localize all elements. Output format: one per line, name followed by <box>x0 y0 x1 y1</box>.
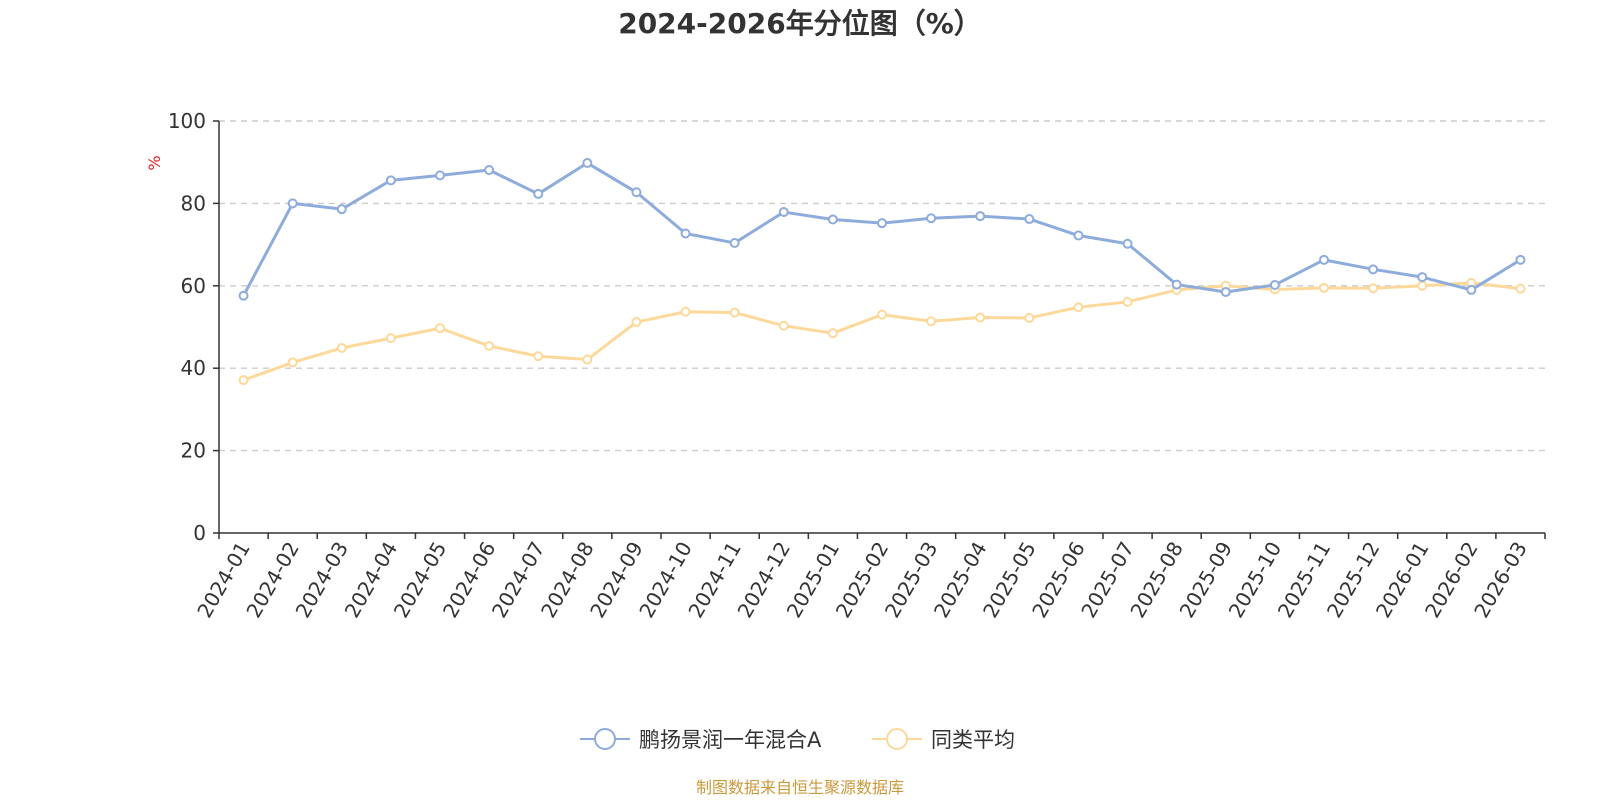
data-point[interactable] <box>729 307 740 318</box>
data-point[interactable] <box>926 213 937 224</box>
data-point[interactable] <box>533 351 544 362</box>
data-point[interactable] <box>385 333 396 344</box>
data-point[interactable] <box>1024 312 1035 323</box>
y-tick-label: 40 <box>181 356 206 380</box>
data-point[interactable] <box>1515 254 1526 265</box>
data-point[interactable] <box>435 323 445 334</box>
y-tick-label: 80 <box>181 191 206 215</box>
data-point[interactable] <box>435 170 445 181</box>
data-point[interactable] <box>729 237 740 248</box>
data-point[interactable] <box>877 218 887 229</box>
data-point[interactable] <box>975 211 986 222</box>
data-point[interactable] <box>484 340 495 351</box>
data-point[interactable] <box>238 375 249 386</box>
data-point[interactable] <box>680 228 691 239</box>
data-point[interactable] <box>582 354 593 365</box>
data-point[interactable] <box>1417 280 1428 291</box>
data-point[interactable] <box>778 207 789 218</box>
data-point[interactable] <box>1466 284 1477 295</box>
data-point[interactable] <box>778 320 789 331</box>
data-point[interactable] <box>631 317 642 328</box>
data-point[interactable] <box>1319 254 1329 265</box>
data-point[interactable] <box>1171 279 1182 290</box>
y-tick-label: 100 <box>168 109 206 133</box>
grid <box>219 120 1545 452</box>
data-point[interactable] <box>336 204 347 215</box>
data-point[interactable] <box>238 290 249 301</box>
legend-item-1[interactable]: 同类平均 <box>872 728 1015 752</box>
data-point[interactable] <box>533 188 544 199</box>
legend-label: 同类平均 <box>931 728 1015 752</box>
data-point[interactable] <box>484 165 495 176</box>
data-point[interactable] <box>1515 283 1526 294</box>
legend-marker <box>886 728 908 750</box>
data-point[interactable] <box>1368 264 1379 275</box>
legend-marker <box>594 728 616 750</box>
data-point[interactable] <box>827 214 838 225</box>
data-point[interactable] <box>1073 230 1084 241</box>
data-point[interactable] <box>975 312 986 323</box>
data-point[interactable] <box>385 175 396 186</box>
data-point[interactable] <box>926 316 937 327</box>
y-axis-label: % <box>145 155 164 170</box>
source-note: 制图数据来自恒生聚源数据库 <box>696 778 904 797</box>
y-tick-label: 20 <box>181 439 206 463</box>
data-point[interactable] <box>877 309 887 320</box>
data-point[interactable] <box>1122 238 1133 249</box>
data-point[interactable] <box>827 328 838 339</box>
data-point[interactable] <box>287 198 298 209</box>
axes: 0204060801002024-012024-022024-032024-04… <box>168 109 1546 622</box>
data-point[interactable] <box>336 343 347 354</box>
data-point[interactable] <box>680 306 691 317</box>
legend[interactable]: 鹏扬景润一年混合A 同类平均 <box>580 728 1015 752</box>
data-point[interactable] <box>1024 214 1035 225</box>
legend-item-0[interactable]: 鹏扬景润一年混合A <box>580 728 822 752</box>
data-point[interactable] <box>582 158 593 169</box>
series-layer <box>238 158 1526 386</box>
data-point[interactable] <box>1368 283 1379 294</box>
legend-label: 鹏扬景润一年混合A <box>639 728 822 752</box>
series-0 <box>238 158 1526 301</box>
data-point[interactable] <box>1122 296 1133 307</box>
data-point[interactable] <box>631 187 642 198</box>
data-point[interactable] <box>1417 272 1428 283</box>
y-tick-label: 60 <box>181 274 206 298</box>
data-point[interactable] <box>1269 279 1280 290</box>
data-point[interactable] <box>1073 302 1084 313</box>
chart-title: 2024-2026年分位图（%） <box>618 7 982 40</box>
series-line-0 <box>242 161 1522 298</box>
y-tick-label: 0 <box>193 521 206 545</box>
series-line-1 <box>242 281 1522 382</box>
data-point[interactable] <box>287 357 298 368</box>
data-point[interactable] <box>1319 282 1329 293</box>
data-point[interactable] <box>1220 286 1231 297</box>
